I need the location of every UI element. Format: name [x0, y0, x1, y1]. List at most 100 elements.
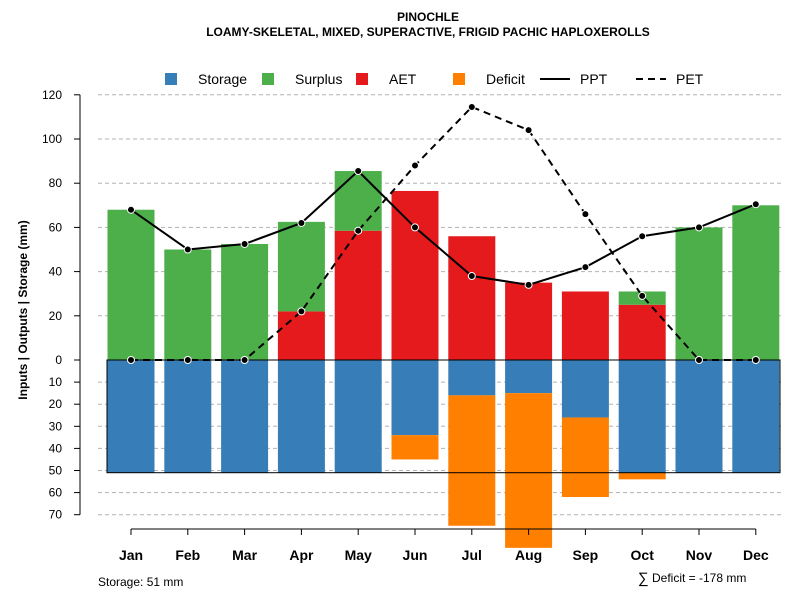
aet-bar: [391, 190, 439, 360]
y-tick-label: 60: [49, 486, 63, 500]
x-tick-label: Sep: [573, 547, 599, 563]
deficit-bar: [561, 417, 609, 498]
x-tick-label: Dec: [743, 547, 769, 563]
legend-label: PPT: [580, 71, 608, 87]
ppt-line-point: [638, 232, 647, 241]
deficit-note: Deficit = -178 mm: [652, 571, 746, 585]
ppt-line-point: [354, 167, 363, 176]
ppt-line-point: [524, 280, 533, 289]
legend-swatch: [453, 73, 465, 85]
ppt-line: [130, 169, 757, 286]
ppt-line-point: [240, 239, 249, 248]
storage-bar: [334, 360, 382, 473]
deficit-bar: [505, 393, 553, 548]
aet-bar: [505, 282, 553, 360]
pet-line-point: [695, 356, 703, 364]
surplus-bar: [221, 243, 269, 360]
x-tick-label: Jul: [462, 547, 482, 563]
ppt-line-point: [127, 205, 135, 214]
pet-line-point: [354, 226, 363, 235]
x-tick-label: Mar: [232, 547, 257, 563]
lines: [127, 102, 760, 364]
legend-swatch: [262, 73, 274, 85]
aet-bar: [561, 291, 609, 360]
bars: [106, 171, 781, 548]
storage-bar: [221, 360, 269, 473]
y-tick-label: 50: [49, 464, 63, 478]
y-tick-label: 30: [49, 419, 63, 433]
ppt-line-point: [297, 218, 306, 227]
y-tick-label: 100: [42, 132, 62, 146]
y-axis-label: Inputs | Outputs | Storage (mm): [16, 220, 30, 399]
storage-bar: [675, 360, 723, 473]
ppt-line-point: [695, 223, 703, 232]
aet-bar: [618, 304, 666, 360]
x-tick-label: Apr: [289, 547, 314, 563]
legend-label: Surplus: [295, 71, 342, 87]
storage-capacity-box: [106, 359, 781, 474]
y-tick-label: 40: [49, 441, 63, 455]
y-tick-label: 70: [49, 508, 63, 522]
aet-bar: [334, 230, 382, 360]
x-tick-label: May: [345, 547, 372, 563]
deficit-sum-symbol: ∑: [638, 570, 649, 587]
x-tick-label: Oct: [631, 547, 655, 563]
x-tick-label: Jun: [403, 547, 428, 563]
chart-title: PINOCHLE: [397, 10, 459, 24]
storage-bar: [561, 360, 609, 418]
storage-bar: [618, 360, 666, 473]
pet-line-point: [240, 356, 249, 364]
deficit-bar: [618, 472, 666, 480]
x-tick-label: Feb: [175, 547, 200, 563]
deficit-bar: [391, 435, 439, 460]
pet-line-point: [297, 307, 306, 316]
storage-bar: [391, 360, 439, 436]
aet-bar: [448, 236, 496, 360]
pet-line-point: [751, 356, 760, 364]
y-tick-label: 40: [49, 265, 63, 279]
surplus-bar: [334, 171, 382, 231]
grid: [98, 94, 783, 516]
legend-swatch: [165, 73, 177, 85]
x-tick-label: Aug: [515, 547, 542, 563]
storage-bar: [107, 360, 155, 473]
legend: Storage Surplus AET Deficit PPT PET: [165, 71, 704, 87]
storage-bar: [448, 360, 496, 396]
y-tick-label: 60: [49, 220, 63, 234]
pet-line-point: [183, 356, 192, 364]
y-tick-label: 120: [42, 88, 62, 102]
ppt-line-point: [751, 200, 760, 209]
x-tick-label: Nov: [686, 547, 713, 563]
legend-label: PET: [676, 71, 704, 87]
chart-subtitle: LOAMY-SKELETAL, MIXED, SUPERACTIVE, FRIG…: [206, 25, 650, 39]
ppt-line-point: [467, 272, 476, 281]
storage-bar: [277, 360, 325, 473]
storage-bar: [732, 360, 780, 473]
x-tick-label: Jan: [119, 547, 143, 563]
y-tick-label: 0: [55, 353, 62, 367]
surplus-bar: [675, 227, 723, 360]
ppt-line-point: [411, 223, 419, 232]
y-tick-label: 20: [49, 397, 63, 411]
surplus-bar: [107, 209, 155, 360]
legend-label: AET: [389, 71, 417, 87]
pet-line-point: [581, 210, 590, 219]
ppt-line-point: [581, 263, 590, 272]
legend-swatch: [356, 73, 368, 85]
surplus-bar: [164, 249, 212, 360]
pet-line-point: [524, 126, 533, 135]
y-tick-label: 10: [49, 375, 63, 389]
surplus-bar: [732, 205, 780, 360]
pet-line-point: [638, 291, 647, 300]
y-tick-label: 20: [49, 309, 63, 323]
legend-label: Storage: [198, 71, 247, 87]
storage-bar: [164, 360, 212, 473]
pet-line-point: [467, 102, 476, 111]
pet-line-point: [411, 161, 419, 170]
ppt-line-point: [183, 245, 192, 254]
legend-label: Deficit: [486, 71, 525, 87]
deficit-bar: [448, 395, 496, 526]
storage-bar: [505, 360, 553, 394]
surplus-bar: [277, 221, 325, 312]
